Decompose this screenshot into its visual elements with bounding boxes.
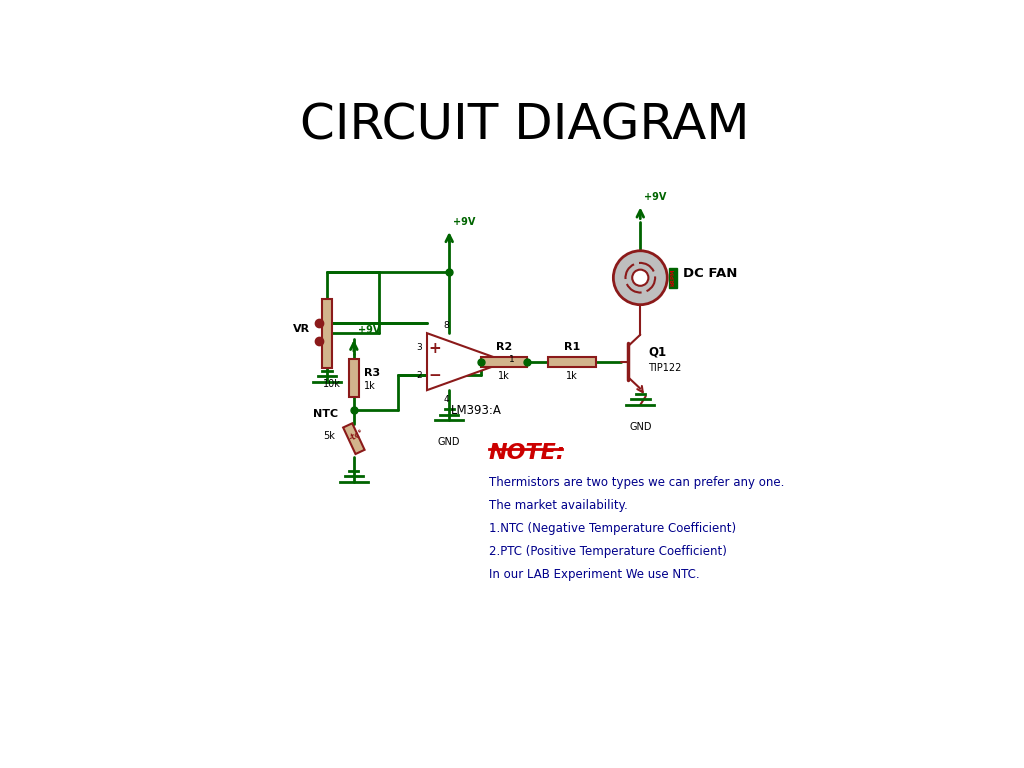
Text: Thermistors are two types we can prefer any one.: Thermistors are two types we can prefer … (488, 475, 784, 488)
Text: 2.PTC (Positive Temperature Coefficient): 2.PTC (Positive Temperature Coefficient) (488, 545, 726, 558)
Text: 1k: 1k (364, 380, 376, 391)
Text: 4: 4 (443, 395, 449, 404)
Text: -tc°: -tc° (347, 429, 365, 443)
Bar (548, 356, 596, 366)
Text: LM393:A: LM393:A (451, 404, 502, 417)
Text: GND: GND (629, 422, 651, 432)
Text: 1k: 1k (566, 370, 578, 380)
Text: 10k: 10k (323, 379, 340, 389)
Text: −: − (428, 368, 441, 382)
Circle shape (632, 270, 648, 286)
Text: 1k: 1k (498, 370, 510, 380)
Text: TIP122: TIP122 (648, 362, 681, 372)
Text: DC FAN: DC FAN (683, 267, 737, 280)
Text: 3: 3 (417, 343, 422, 352)
Polygon shape (427, 333, 506, 390)
Text: R3: R3 (364, 368, 380, 378)
Text: +: + (428, 341, 441, 356)
Polygon shape (343, 423, 365, 454)
Text: NTC: NTC (313, 409, 339, 419)
Text: 1: 1 (509, 355, 515, 364)
Text: +9V: +9V (453, 217, 475, 227)
Bar (669, 268, 677, 288)
Bar (349, 359, 358, 397)
Text: 2: 2 (417, 372, 422, 380)
Circle shape (613, 251, 668, 305)
Text: VR: VR (293, 324, 310, 334)
Text: In our LAB Experiment We use NTC.: In our LAB Experiment We use NTC. (488, 568, 699, 581)
Text: 8: 8 (443, 321, 449, 330)
Text: R2: R2 (496, 342, 512, 352)
Text: NOTE:: NOTE: (488, 443, 565, 463)
Text: CIRCUIT DIAGRAM: CIRCUIT DIAGRAM (300, 101, 750, 149)
Text: 5k: 5k (323, 431, 335, 441)
Text: kRPM: kRPM (671, 269, 676, 286)
Bar (481, 356, 527, 366)
Text: Q1: Q1 (648, 346, 667, 359)
Text: GND: GND (438, 437, 461, 447)
Text: +9V: +9V (357, 325, 380, 335)
Text: R1: R1 (564, 342, 581, 352)
Text: +9V: +9V (644, 192, 667, 202)
Text: 1.NTC (Negative Temperature Coefficient): 1.NTC (Negative Temperature Coefficient) (488, 521, 735, 535)
Text: The market availability.: The market availability. (488, 498, 628, 511)
Bar (322, 299, 333, 368)
